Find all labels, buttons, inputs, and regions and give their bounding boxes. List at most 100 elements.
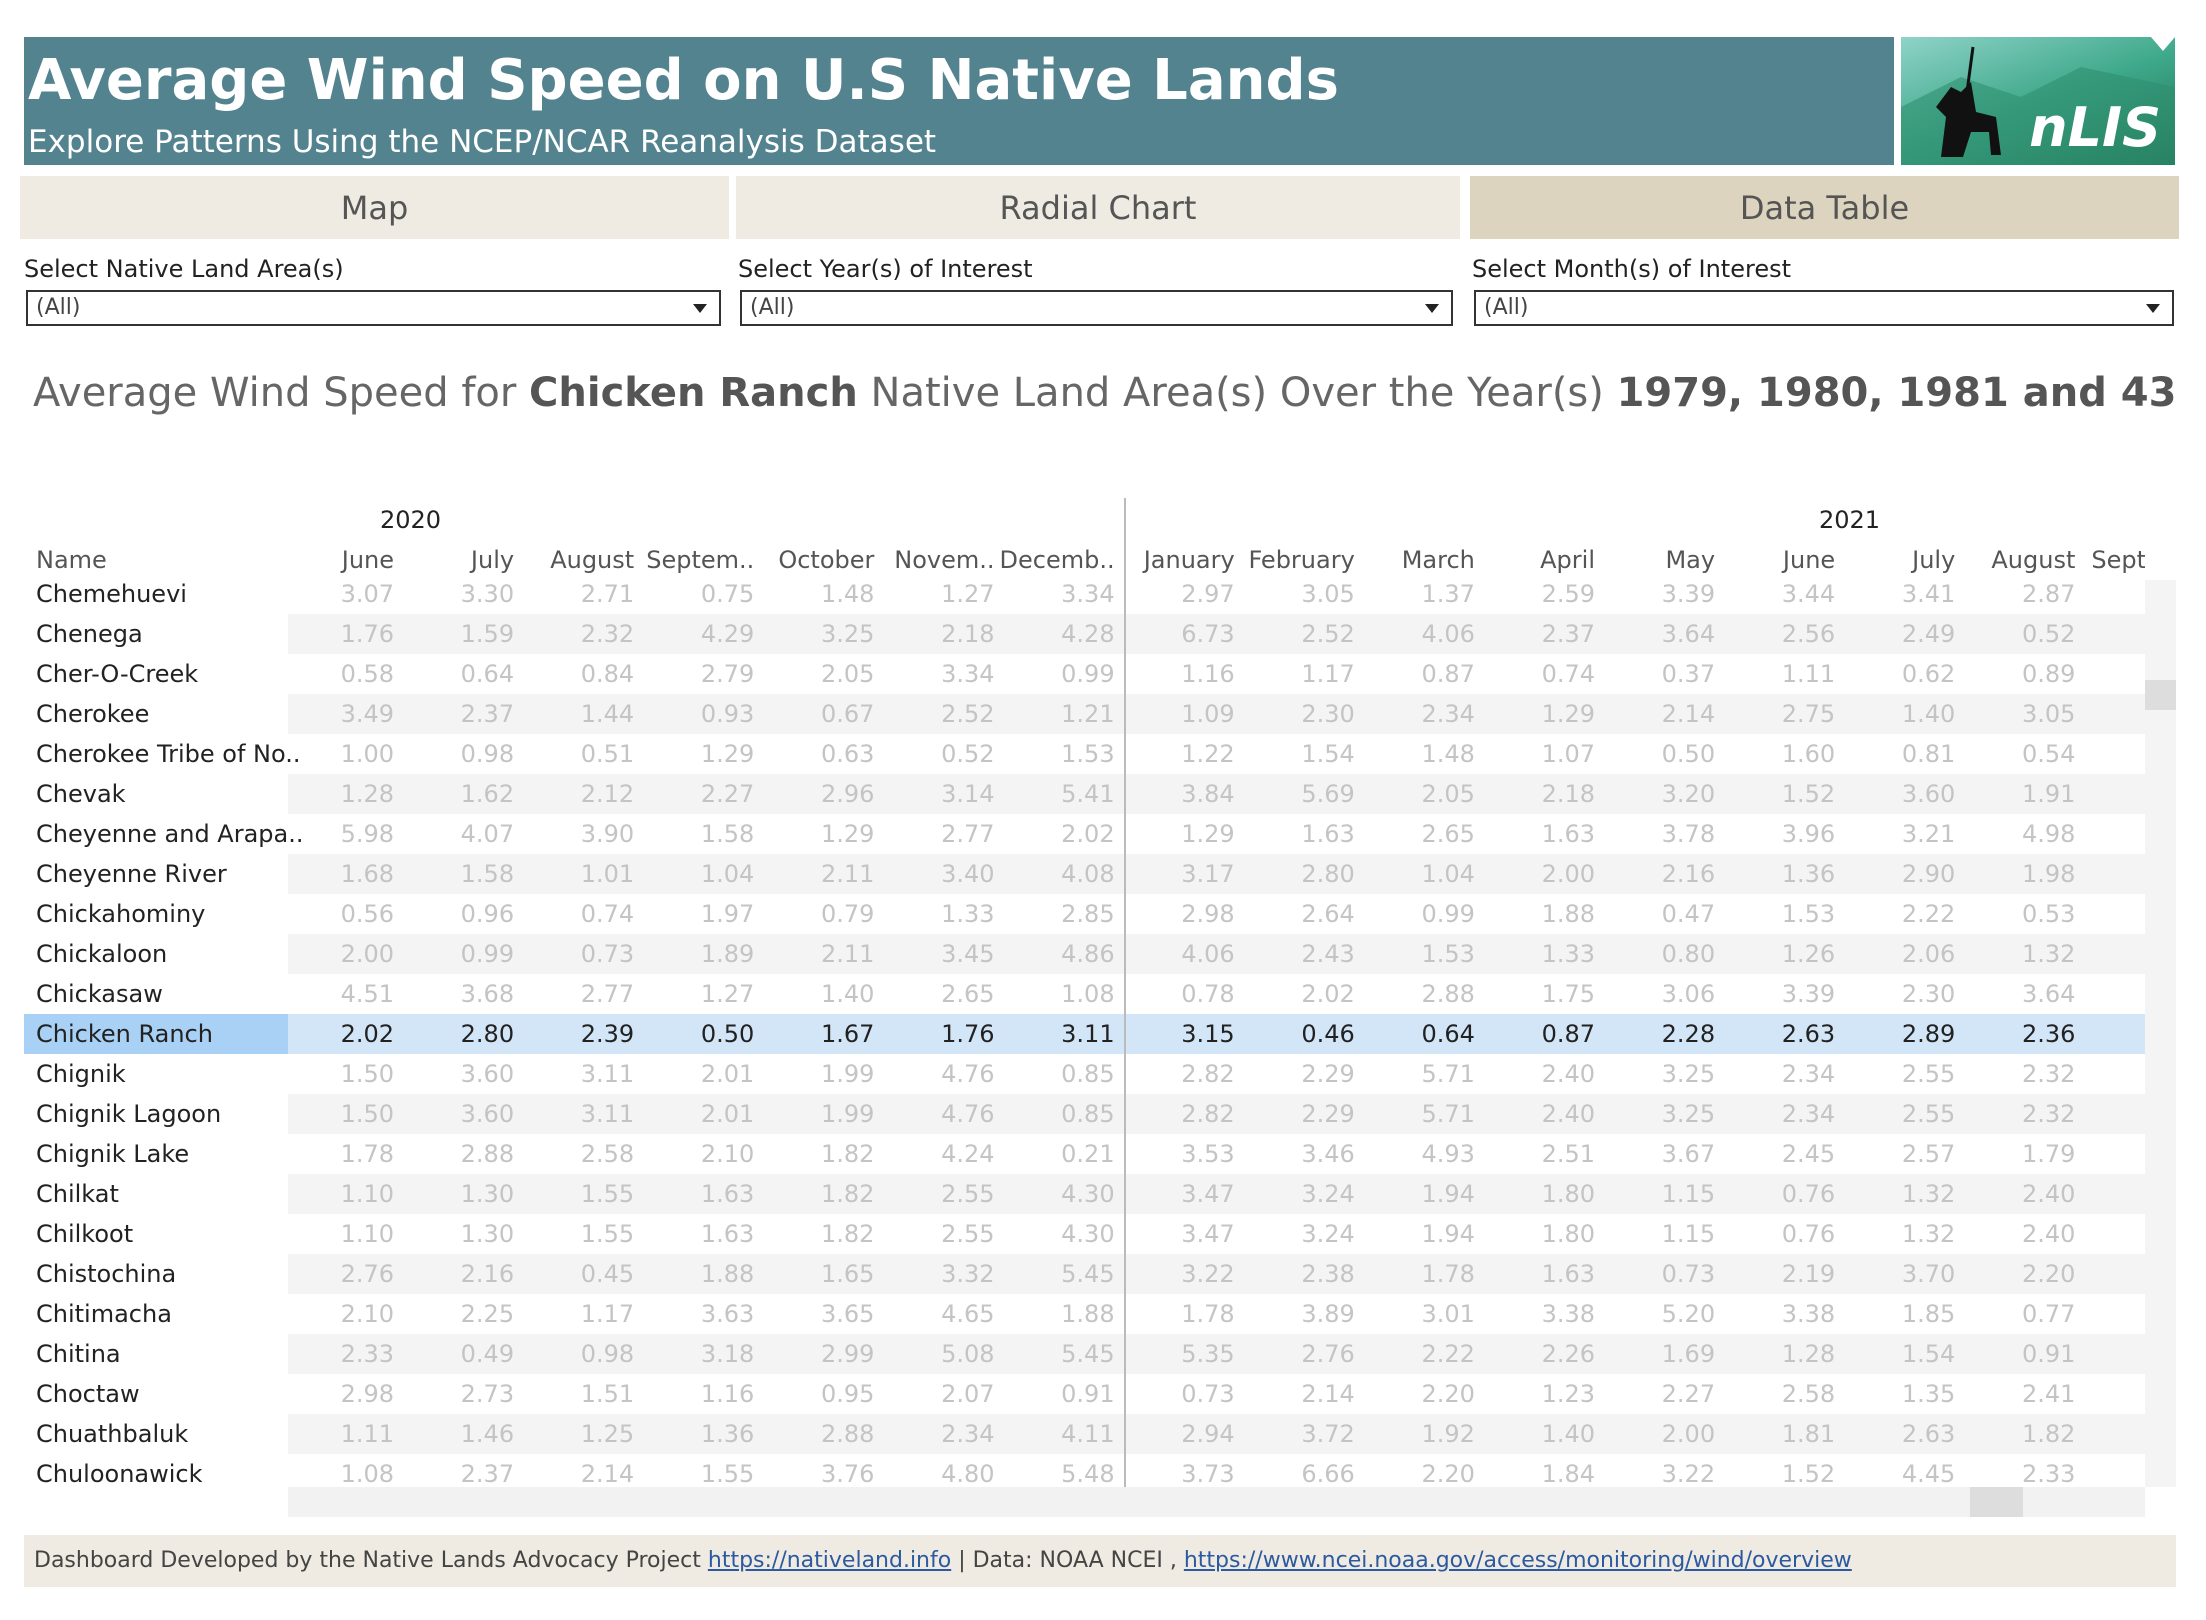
cell-value: 1.46 <box>460 1420 515 1448</box>
cell-value: 0.98 <box>460 740 515 768</box>
cell-value: 4.08 <box>1061 860 1115 888</box>
row-name[interactable]: Chignik Lake <box>36 1140 190 1168</box>
summary-highlight: Chicken Ranch <box>529 370 858 416</box>
cell-value: 1.15 <box>1661 1220 1716 1248</box>
row-name[interactable]: Chuloonawick <box>36 1460 203 1487</box>
row-stripe <box>288 1334 2145 1374</box>
tab[interactable]: Map <box>20 176 729 239</box>
cell-value: 2.55 <box>1901 1060 1956 1088</box>
row-name[interactable]: Chickaloon <box>36 940 168 968</box>
row-name[interactable]: Chilkoot <box>36 1220 134 1248</box>
cell-value: 1.32 <box>1901 1180 1956 1208</box>
footer-text: Dashboard Developed by the Native Lands … <box>34 1548 708 1573</box>
cell-value: 1.21 <box>1061 700 1115 728</box>
cell-value: 1.99 <box>820 1100 875 1128</box>
row-name[interactable]: Choctaw <box>36 1380 140 1408</box>
cell-value: 3.47 <box>1181 1180 1235 1208</box>
cell-value: 1.60 <box>1781 740 1836 768</box>
tab[interactable]: Data Table <box>1470 176 2179 239</box>
cell-value: 3.25 <box>1661 1100 1716 1128</box>
cell-value: 0.93 <box>700 700 755 728</box>
cell-value: 2.00 <box>1661 1420 1716 1448</box>
dropdown[interactable]: (All) <box>740 290 1453 326</box>
cell-value: 2.36 <box>2021 1020 2076 1048</box>
cell-value: 2.34 <box>1421 700 1475 728</box>
cell-value: 6.73 <box>1181 620 1235 648</box>
row-name[interactable]: Chistochina <box>36 1260 177 1288</box>
cell-value: 2.40 <box>2021 1180 2076 1208</box>
footer-link[interactable]: https://www.ncei.noaa.gov/access/monitor… <box>1183 1548 1852 1573</box>
row-name[interactable]: Chitina <box>36 1340 121 1368</box>
cell-value: 1.76 <box>340 620 394 648</box>
cell-value: 2.82 <box>1181 1060 1235 1088</box>
cell-value: 2.71 <box>580 580 635 608</box>
cell-value: 0.89 <box>2021 660 2076 688</box>
horizontal-scrollbar[interactable] <box>288 1487 2145 1517</box>
cell-value: 0.54 <box>2021 740 2076 768</box>
cell-value: 0.53 <box>2021 900 2076 928</box>
tab[interactable]: Radial Chart <box>736 176 1460 239</box>
cell-value: 1.28 <box>1781 1340 1836 1368</box>
cell-value: 2.18 <box>941 620 995 648</box>
cell-value: 1.82 <box>820 1220 875 1248</box>
cell-value: 3.73 <box>1181 1460 1235 1487</box>
vertical-scroll-thumb[interactable] <box>2145 680 2176 710</box>
column-header: May <box>1665 546 1716 574</box>
row-name[interactable]: Cheyenne River <box>36 860 227 888</box>
cell-value: 3.11 <box>580 1100 635 1128</box>
row-stripe <box>288 934 2145 974</box>
cell-value: 3.70 <box>1901 1260 1956 1288</box>
row-name[interactable]: Cher-O-Creek <box>36 660 199 688</box>
dropdown[interactable]: (All) <box>26 290 721 326</box>
row-name[interactable]: Chuathbaluk <box>36 1420 189 1448</box>
cell-value: 1.89 <box>700 940 755 968</box>
cell-value: 2.16 <box>460 1260 515 1288</box>
cell-value: 1.32 <box>1901 1220 1956 1248</box>
cell-value: 3.68 <box>460 980 515 1008</box>
cell-value: 1.23 <box>1541 1380 1595 1408</box>
row-name[interactable]: Chitimacha <box>36 1300 172 1328</box>
row-name[interactable]: Cheyenne and Arapa.. <box>36 820 304 848</box>
cell-value: 1.63 <box>1541 1260 1595 1288</box>
cell-value: 4.24 <box>941 1140 995 1168</box>
cell-value: 5.35 <box>1181 1340 1235 1368</box>
cell-value: 2.98 <box>1181 900 1235 928</box>
row-name[interactable]: Cherokee <box>36 700 150 728</box>
cell-value: 2.12 <box>580 780 635 808</box>
row-name[interactable]: Chicken Ranch <box>36 1020 213 1048</box>
cell-value: 1.79 <box>2021 1140 2076 1168</box>
cell-value: 4.29 <box>700 620 755 648</box>
row-name[interactable]: Chevak <box>36 780 126 808</box>
cell-value: 1.82 <box>2021 1420 2076 1448</box>
horizontal-scroll-thumb[interactable] <box>1970 1487 2023 1517</box>
row-name[interactable]: Chenega <box>36 620 143 648</box>
cell-value: 2.65 <box>1421 820 1475 848</box>
cell-value: 3.49 <box>340 700 394 728</box>
cell-value: 0.45 <box>580 1260 635 1288</box>
footer-link[interactable]: https://nativeland.info <box>707 1548 952 1573</box>
row-name[interactable]: Chemehuevi <box>36 580 187 608</box>
cell-value: 1.54 <box>1301 740 1355 768</box>
cell-value: 1.88 <box>1061 1300 1115 1328</box>
cell-value: 2.37 <box>460 700 515 728</box>
row-name[interactable]: Cherokee Tribe of No.. <box>36 740 301 768</box>
cell-value: 5.69 <box>1301 780 1355 808</box>
cell-value: 1.94 <box>1421 1180 1475 1208</box>
cell-value: 2.28 <box>1661 1020 1716 1048</box>
cell-value: 0.98 <box>580 1340 635 1368</box>
row-name[interactable]: Chickahominy <box>36 900 206 928</box>
dropdown[interactable]: (All) <box>1474 290 2174 326</box>
cell-value: 2.30 <box>1301 700 1355 728</box>
cell-value: 1.78 <box>340 1140 394 1168</box>
cell-value: 1.68 <box>340 860 394 888</box>
cell-value: 3.41 <box>1901 580 1956 608</box>
cell-value: 0.81 <box>1901 740 1956 768</box>
row-name[interactable]: Chignik <box>36 1060 126 1088</box>
row-name[interactable]: Chickasaw <box>36 980 163 1008</box>
vertical-scrollbar[interactable] <box>2145 580 2176 1487</box>
cell-value: 2.88 <box>1421 980 1475 1008</box>
row-name[interactable]: Chilkat <box>36 1180 119 1208</box>
row-name[interactable]: Chignik Lagoon <box>36 1100 222 1128</box>
cell-value: 3.11 <box>1061 1020 1115 1048</box>
